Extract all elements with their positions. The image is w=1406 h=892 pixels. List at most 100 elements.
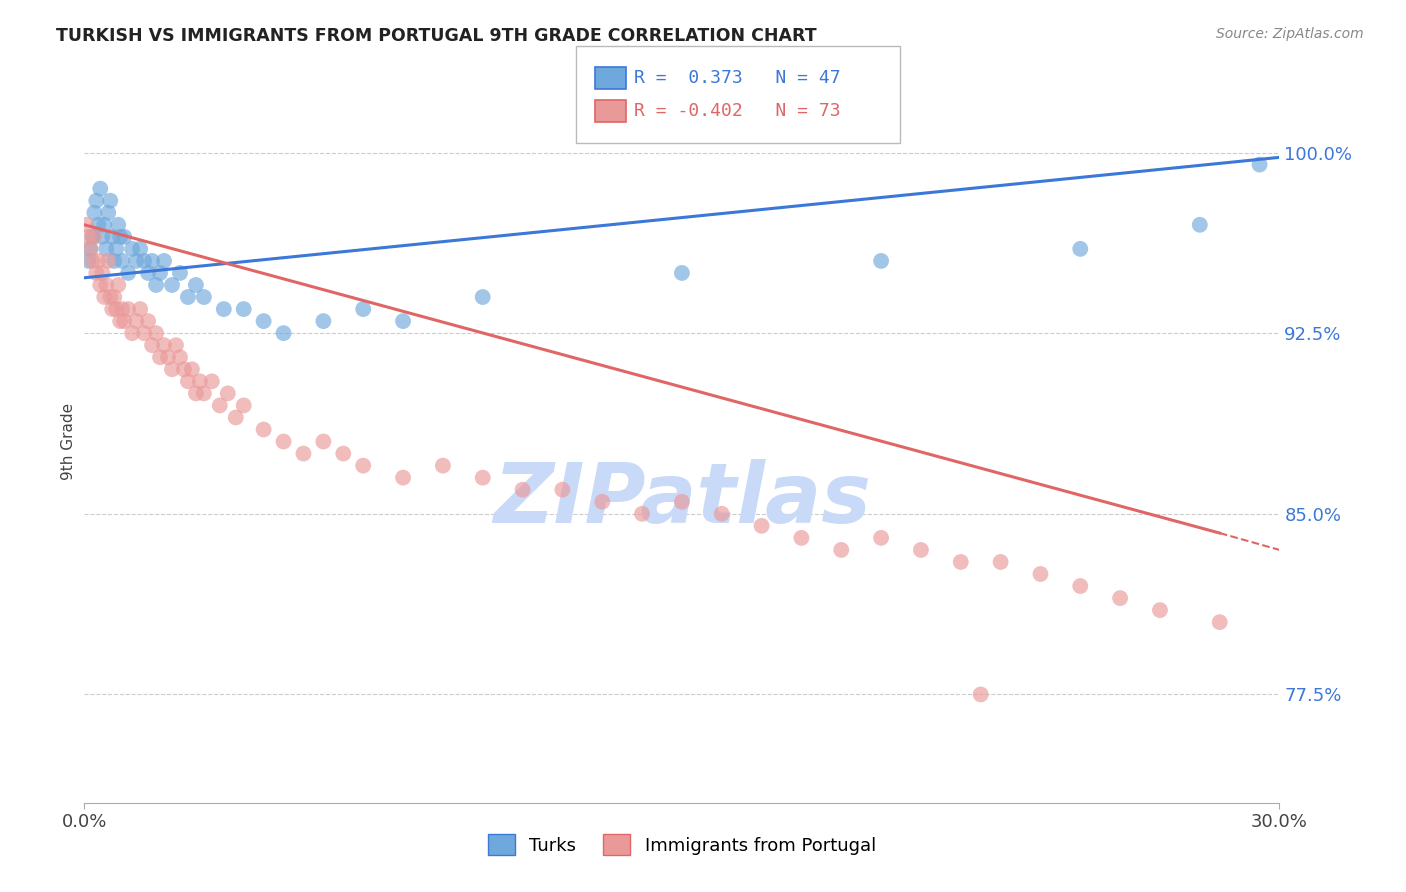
- Text: ZIPatlas: ZIPatlas: [494, 458, 870, 540]
- Point: [253, 314, 276, 328]
- Point: [352, 301, 374, 316]
- Point: [79, 242, 101, 256]
- Point: [591, 494, 613, 508]
- Point: [82, 229, 104, 244]
- Point: [870, 531, 893, 545]
- Point: [232, 398, 254, 412]
- Point: [1069, 579, 1091, 593]
- Point: [201, 374, 224, 388]
- Point: [273, 434, 295, 449]
- Text: TURKISH VS IMMIGRANTS FROM PORTUGAL 9TH GRADE CORRELATION CHART: TURKISH VS IMMIGRANTS FROM PORTUGAL 9TH …: [56, 27, 817, 45]
- Legend: Turks, Immigrants from Portugal: Turks, Immigrants from Portugal: [481, 827, 883, 863]
- Point: [93, 218, 115, 232]
- Point: [273, 326, 295, 340]
- Point: [870, 253, 893, 268]
- Point: [86, 194, 108, 208]
- Point: [75, 218, 97, 232]
- Point: [710, 507, 733, 521]
- Point: [830, 542, 852, 557]
- Point: [129, 301, 152, 316]
- Point: [91, 229, 114, 244]
- Point: [970, 687, 993, 701]
- Point: [392, 314, 415, 328]
- Point: [110, 229, 132, 244]
- Point: [1069, 242, 1091, 256]
- Point: [117, 266, 139, 280]
- Point: [671, 494, 693, 508]
- Point: [87, 218, 110, 232]
- Point: [125, 253, 148, 268]
- Point: [82, 253, 104, 268]
- Point: [110, 314, 132, 328]
- Point: [181, 362, 204, 376]
- Point: [169, 266, 191, 280]
- Point: [253, 422, 276, 436]
- Point: [153, 253, 176, 268]
- Point: [471, 290, 494, 304]
- Point: [177, 290, 200, 304]
- Point: [910, 542, 932, 557]
- Point: [97, 205, 120, 219]
- Point: [136, 266, 159, 280]
- Point: [551, 483, 574, 497]
- Point: [1109, 591, 1132, 605]
- Point: [312, 314, 335, 328]
- Point: [990, 555, 1012, 569]
- Point: [471, 470, 494, 484]
- Point: [790, 531, 813, 545]
- Point: [125, 314, 148, 328]
- Point: [149, 350, 172, 364]
- Point: [193, 386, 215, 401]
- Point: [77, 229, 100, 244]
- Text: Source: ZipAtlas.com: Source: ZipAtlas.com: [1216, 27, 1364, 41]
- Point: [352, 458, 374, 473]
- Point: [141, 338, 163, 352]
- Point: [112, 229, 135, 244]
- Point: [117, 301, 139, 316]
- Point: [107, 218, 129, 232]
- Point: [225, 410, 247, 425]
- Point: [105, 301, 128, 316]
- Point: [217, 386, 239, 401]
- Point: [512, 483, 534, 497]
- Point: [77, 253, 100, 268]
- Point: [671, 266, 693, 280]
- Point: [129, 242, 152, 256]
- Point: [112, 314, 135, 328]
- Point: [93, 290, 115, 304]
- Point: [98, 194, 121, 208]
- Point: [103, 253, 125, 268]
- Point: [149, 266, 172, 280]
- Point: [160, 362, 183, 376]
- Text: R =  0.373   N = 47: R = 0.373 N = 47: [634, 69, 841, 87]
- Point: [111, 301, 134, 316]
- Point: [91, 266, 114, 280]
- Point: [312, 434, 335, 449]
- Point: [184, 386, 207, 401]
- Point: [184, 277, 207, 292]
- Point: [103, 290, 125, 304]
- Text: R = -0.402   N = 73: R = -0.402 N = 73: [634, 102, 841, 120]
- Point: [87, 253, 110, 268]
- Point: [121, 326, 143, 340]
- Point: [89, 277, 111, 292]
- Y-axis label: 9th Grade: 9th Grade: [60, 403, 76, 480]
- Point: [83, 229, 105, 244]
- Point: [111, 253, 134, 268]
- Point: [160, 277, 183, 292]
- Point: [1149, 603, 1171, 617]
- Point: [631, 507, 654, 521]
- Point: [141, 253, 163, 268]
- Point: [165, 338, 187, 352]
- Point: [153, 338, 176, 352]
- Point: [132, 326, 156, 340]
- Point: [121, 242, 143, 256]
- Point: [188, 374, 211, 388]
- Point: [101, 229, 124, 244]
- Point: [1249, 157, 1271, 171]
- Point: [83, 205, 105, 219]
- Point: [86, 266, 108, 280]
- Point: [89, 181, 111, 195]
- Point: [332, 446, 354, 460]
- Point: [392, 470, 415, 484]
